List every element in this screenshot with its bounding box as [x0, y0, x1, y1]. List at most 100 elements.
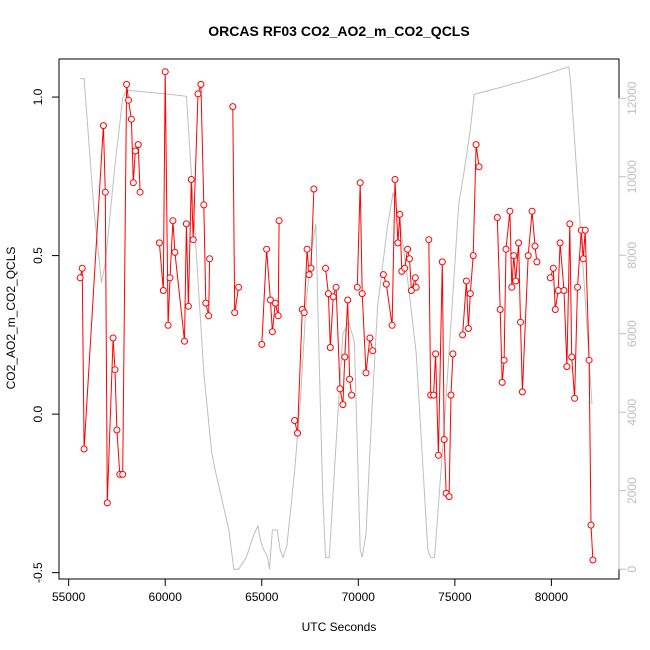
- right-y-tick-label: 4000: [625, 399, 639, 426]
- data-point: [78, 264, 86, 272]
- data-point: [258, 340, 266, 348]
- data-point: [556, 239, 564, 247]
- data-point: [310, 185, 318, 193]
- data-point: [200, 201, 208, 209]
- y-axis: -0.5 0.0 0.5 1.0: [31, 88, 60, 583]
- data-point: [101, 188, 109, 196]
- data-point: [202, 299, 210, 307]
- data-point: [266, 296, 274, 304]
- data-point: [263, 245, 271, 253]
- data-point: [404, 245, 412, 253]
- data-point: [155, 239, 163, 247]
- right-y-tick-label: 8000: [625, 242, 639, 269]
- y-axis-label: CO2_AO2_m_CO2_QCLS: [4, 247, 18, 390]
- data-point: [189, 236, 197, 244]
- data-point: [406, 255, 413, 263]
- data-point: [119, 470, 127, 478]
- data-point: [341, 353, 349, 361]
- data-point: [438, 258, 446, 266]
- data-point: [546, 274, 554, 282]
- data-point: [358, 290, 366, 298]
- data-point: [566, 220, 574, 228]
- data-point: [432, 350, 440, 358]
- data-point: [362, 369, 370, 377]
- data-point: [440, 436, 448, 443]
- data-point: [506, 207, 514, 215]
- data-point: [346, 375, 354, 383]
- difference-line-segment: [382, 179, 417, 326]
- data-point: [498, 378, 506, 386]
- data-point: [447, 391, 455, 399]
- data-point: [510, 252, 518, 260]
- y-tick-label: -0.5: [31, 562, 45, 583]
- data-point: [125, 96, 132, 104]
- data-point: [80, 445, 88, 453]
- data-point: [329, 293, 337, 301]
- data-point: [324, 290, 332, 298]
- data-point: [187, 176, 195, 183]
- data-point: [434, 451, 442, 459]
- data-point: [235, 283, 243, 291]
- data-point: [524, 252, 532, 260]
- data-point: [391, 176, 399, 183]
- data-point: [181, 337, 188, 345]
- data-point: [475, 163, 483, 171]
- data-point: [502, 245, 510, 253]
- data-point: [291, 417, 299, 424]
- data-point: [161, 68, 169, 76]
- data-point: [587, 521, 595, 529]
- y-tick-label: 0.5: [31, 247, 45, 264]
- difference-line-segment: [462, 144, 480, 335]
- data-point: [574, 283, 581, 291]
- data-point: [579, 255, 587, 263]
- data-point: [231, 309, 239, 317]
- difference-line-segment: [428, 239, 454, 498]
- data-point: [303, 245, 311, 253]
- data-point: [109, 334, 117, 342]
- data-point: [469, 252, 477, 260]
- right-y-tick-label: 2000: [625, 477, 639, 504]
- data-point: [472, 141, 480, 149]
- chart-title: ORCAS RF03 CO2_AO2_m_CO2_QCLS: [208, 23, 469, 39]
- right-y-tick-label: 12000: [625, 81, 639, 115]
- data-point: [274, 312, 282, 320]
- data-point: [515, 239, 523, 247]
- x-axis-label: UTC Seconds: [302, 620, 377, 634]
- data-point: [430, 391, 438, 399]
- data-point: [353, 283, 361, 291]
- data-point: [411, 274, 419, 282]
- x-tick-label: 70000: [342, 590, 376, 604]
- data-point: [528, 207, 536, 215]
- x-tick-label: 55000: [52, 590, 86, 604]
- data-point: [551, 306, 559, 313]
- data-point: [382, 280, 390, 288]
- data-point: [332, 283, 340, 291]
- data-point: [585, 356, 593, 364]
- difference-line-segment: [356, 182, 374, 373]
- difference-line-segment: [79, 84, 141, 503]
- data-point: [182, 220, 190, 228]
- data-point: [339, 401, 347, 409]
- data-point: [500, 356, 508, 364]
- data-point: [356, 179, 364, 187]
- data-point: [326, 344, 334, 351]
- data-point: [348, 391, 356, 399]
- data-point: [401, 264, 409, 272]
- altitude-line: [80, 66, 593, 570]
- data-point: [369, 347, 377, 355]
- data-point: [205, 312, 213, 320]
- data-point: [307, 264, 315, 272]
- data-point: [518, 388, 526, 396]
- data-point: [103, 499, 111, 507]
- data-point: [563, 363, 571, 371]
- altitude-series: [80, 66, 593, 570]
- difference-series: [76, 68, 597, 564]
- data-point: [123, 80, 131, 88]
- data-point: [129, 179, 137, 187]
- data-point: [508, 283, 516, 291]
- x-axis: 55000 60000 65000 70000 75000 80000: [52, 578, 568, 604]
- difference-line-segment: [549, 223, 594, 561]
- data-point: [169, 217, 177, 225]
- data-point: [76, 274, 84, 282]
- data-point: [412, 283, 420, 291]
